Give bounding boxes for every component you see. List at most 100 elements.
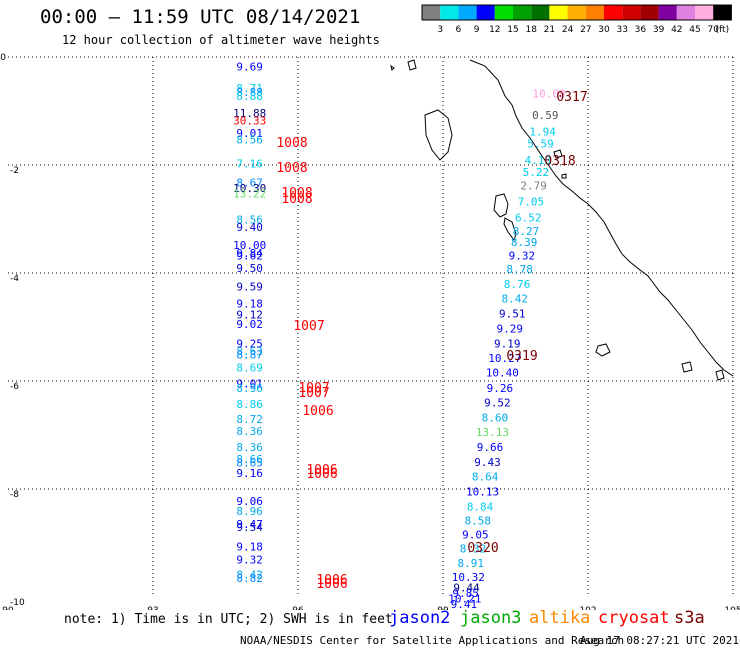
island-outline: [715, 369, 725, 381]
wave-height-value: 8.32: [460, 543, 487, 556]
legend-swatch: [658, 5, 677, 20]
timestamp: Aug 17 08:27:21 UTC 2021: [580, 634, 739, 647]
legend-label: 15: [507, 25, 518, 35]
wave-height-value: 13.22: [233, 187, 266, 200]
wave-height-value: 9.44: [453, 582, 480, 595]
credit-line: NOAA/NESDIS Center for Satellite Applica…: [240, 634, 625, 647]
wave-height-value: 9.29: [497, 322, 524, 335]
wave-height-value: 7.05: [518, 196, 545, 209]
wave-height-value: 10.00: [233, 239, 266, 252]
wave-height-value: 8.58: [464, 515, 491, 528]
wave-height-value: 9.32: [236, 554, 263, 567]
legend-label: 30: [598, 25, 610, 35]
legend-swatch: [713, 5, 732, 20]
wave-height-value: 10.27: [488, 352, 521, 365]
wave-height-value: 8.82: [236, 572, 263, 585]
pass-label: 1007: [298, 381, 329, 396]
legend-swatch: [585, 5, 604, 20]
island-outline: [681, 361, 693, 373]
x-tick-label: 99: [437, 606, 449, 610]
pass-label: 1006: [306, 467, 337, 482]
x-tick-label: 96: [292, 606, 304, 610]
wave-height-value: 8.76: [504, 278, 531, 291]
wave-height-value: 8.96: [236, 505, 263, 518]
wave-height-value: 5.22: [523, 166, 550, 179]
x-tick-label: 102: [579, 606, 596, 610]
wave-height-value: 6.52: [515, 212, 542, 225]
legend-label: (ft): [716, 25, 730, 35]
legend-label: 3: [437, 25, 443, 35]
wave-height-value: 9.66: [477, 441, 504, 454]
island-outline: [424, 109, 453, 161]
page-title: 00:00 – 11:59 UTC 08/14/2021: [40, 6, 361, 28]
wave-height-value: 8.36: [236, 441, 263, 454]
legend-label: 24: [562, 25, 574, 35]
wave-height-map: 909396991021050-2-4-6-8-109.698.718.888.…: [0, 53, 740, 610]
legend-swatch: [604, 5, 623, 20]
wave-height-value: 8.84: [467, 501, 494, 514]
y-tick-label: 0: [0, 53, 6, 63]
pass-label: 0319: [506, 349, 537, 364]
pass-label: 1006: [316, 573, 347, 588]
legend-label: 12: [489, 25, 500, 35]
wave-height-value: 9.69: [236, 61, 263, 74]
wave-height-value: 9.01: [236, 127, 263, 140]
wave-height-value: 8.27: [513, 225, 540, 238]
legend-label: 21: [544, 25, 555, 35]
y-tick-label: -8: [10, 490, 19, 500]
island-outline: [493, 193, 509, 218]
y-tick-label: -10: [10, 598, 25, 608]
x-tick-label: 90: [2, 606, 14, 610]
wave-height-value: 9.40: [236, 221, 263, 234]
wave-height-value: 8.63: [236, 345, 263, 358]
island-outline: [595, 343, 611, 357]
island-outline: [407, 59, 417, 71]
wave-height-value: 8.96: [236, 382, 263, 395]
legend-label: 36: [635, 25, 647, 35]
wave-height-value: 7.16: [236, 158, 263, 171]
wave-height-value: 9.59: [236, 280, 263, 293]
y-tick-label: -2: [10, 166, 19, 176]
wave-height-value: 9.12: [236, 308, 263, 321]
wave-height-value: 9.06: [236, 495, 263, 508]
wave-height-value: 4.13: [525, 154, 552, 167]
wave-height-value: 8.87: [236, 348, 263, 361]
wave-height-value: 8.67: [236, 177, 263, 190]
wave-height-value: 9.52: [484, 396, 511, 409]
legend-swatch: [494, 5, 513, 20]
wave-height-value: 9.43: [474, 456, 501, 469]
legend-swatch: [458, 5, 477, 20]
wave-height-value: 10.30: [233, 182, 266, 195]
wave-height-value: 8.56: [236, 133, 263, 146]
wave-height-value: 10.21: [448, 592, 481, 605]
wave-height-value: 9.26: [487, 382, 514, 395]
wave-height-value: 9.41: [451, 598, 478, 610]
wave-height-value: 9.01: [236, 377, 263, 390]
pass-label: 1007: [298, 386, 329, 401]
wave-height-value: 8.88: [236, 86, 263, 99]
satellite-label-s3a: s3a: [674, 608, 705, 628]
satellite-label-cryosat: cryosat: [598, 608, 670, 628]
legend-label: 9: [474, 25, 480, 35]
pass-label: 1008: [281, 186, 312, 201]
color-legend: 3 6 9 12 15 18 21 24 27 30 33 36 39 42 45 70(ft): [421, 4, 732, 35]
legend-swatch: [676, 5, 695, 20]
wave-height-value: 13.13: [476, 426, 509, 439]
wave-height-value: 8.64: [472, 470, 499, 483]
satellite-label-jason3: jason3: [460, 608, 522, 628]
legend-swatch: [622, 5, 641, 20]
wave-height-value: 9.18: [236, 541, 263, 554]
x-tick-label: 93: [147, 606, 158, 610]
legend-label: 42: [671, 25, 682, 35]
coastline: [469, 59, 734, 377]
wave-height-value: 5.59: [527, 138, 554, 151]
wave-height-value: 9.18: [236, 298, 263, 311]
island-outline: [561, 173, 567, 179]
wave-height-value: 8.91: [457, 557, 484, 570]
pass-label: 1006: [306, 463, 337, 478]
y-tick-label: -6: [10, 382, 19, 392]
legend-swatch: [695, 5, 714, 20]
wave-height-value: 9.50: [236, 262, 263, 275]
pass-label: 1008: [276, 136, 307, 151]
legend-swatch: [567, 5, 586, 20]
